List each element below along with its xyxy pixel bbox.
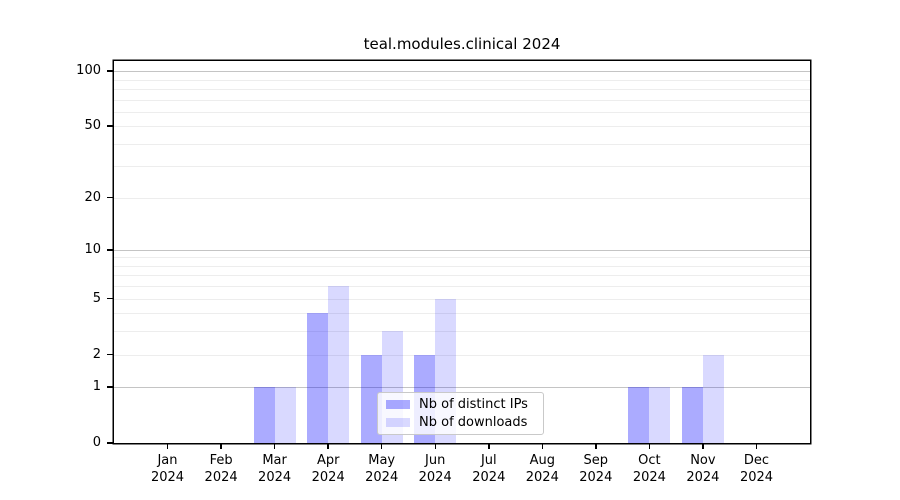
bar-nb-of-distinct-ips — [307, 313, 329, 443]
x-axis-tick — [755, 444, 758, 449]
gridline-minor — [114, 166, 810, 168]
gridline-minor — [114, 298, 810, 300]
gridline-minor — [114, 99, 810, 101]
y-axis-tick — [107, 249, 114, 251]
gridline-minor — [114, 354, 810, 356]
bar-nb-of-distinct-ips — [253, 387, 275, 443]
bar-nb-of-downloads — [649, 387, 671, 443]
y-axis-tick-label: 1 — [92, 379, 101, 395]
x-axis-tick-label: Jan 2024 — [150, 453, 185, 485]
x-axis-tick — [327, 444, 329, 449]
gridline-minor — [114, 331, 810, 333]
legend-item-downloads: Nb of downloads — [386, 415, 535, 430]
gridline-minor — [114, 197, 810, 199]
gridline-major — [114, 387, 810, 389]
x-axis-tick-label: Jul 2024 — [472, 453, 506, 485]
gridline-minor — [114, 286, 810, 288]
x-axis-tick — [595, 444, 597, 449]
legend-swatch-downloads — [386, 418, 410, 427]
gridline-minor — [114, 257, 810, 259]
y-axis-tick-label: 2 — [92, 346, 101, 362]
x-axis-tick-label: Feb 2024 — [204, 453, 238, 485]
legend-item-distinct-ips: Nb of distinct IPs — [386, 397, 535, 412]
gridline-major — [114, 71, 810, 73]
y-axis-tick-label: 10 — [84, 241, 101, 257]
y-axis-tick-label: 50 — [84, 118, 101, 134]
y-axis-tick — [107, 125, 114, 127]
y-axis-tick — [107, 297, 114, 300]
x-axis-tick-label: May 2024 — [365, 453, 399, 485]
plot-area: Nb of distinct IPs Nb of downloads 100 50… — [76, 61, 810, 485]
x-axis-tick — [434, 444, 436, 449]
y-axis-tick-label: 5 — [92, 290, 101, 306]
x-axis-tick — [220, 444, 222, 449]
gridline-minor — [114, 111, 810, 113]
legend-label-distinct-ips: Nb of distinct IPs — [419, 397, 528, 412]
x-axis-tick — [273, 444, 276, 449]
gridline-major — [114, 249, 810, 251]
x-axis-tick-label: Sep 2024 — [579, 453, 613, 485]
x-axis-tick-label: Apr 2024 — [311, 453, 345, 485]
bar-nb-of-downloads — [274, 387, 296, 443]
x-axis-tick — [166, 444, 169, 449]
y-axis-tick-label: 100 — [76, 63, 101, 79]
gridline-minor — [114, 143, 810, 145]
x-axis-tick — [541, 444, 544, 449]
y-axis-tick-label: 20 — [84, 189, 101, 205]
x-axis-tick-label: Oct 2024 — [632, 453, 666, 485]
legend-swatch-distinct-ips — [386, 400, 410, 409]
gridline-minor — [114, 265, 810, 267]
x-axis-tick — [380, 444, 383, 449]
gridline-minor — [114, 313, 810, 315]
chart-title: teal.modules.clinical 2024 — [363, 35, 561, 53]
y-axis-tick — [107, 386, 114, 388]
legend: Nb of distinct IPs Nb of downloads — [377, 392, 544, 435]
x-axis-tick-label: Dec 2024 — [739, 453, 774, 485]
x-axis-tick-label: Aug 2024 — [525, 453, 559, 485]
bar-nb-of-distinct-ips — [628, 387, 650, 443]
gridline-minor — [114, 79, 810, 81]
x-axis-tick — [488, 444, 490, 449]
y-axis-tick — [107, 70, 114, 72]
gridline-minor — [114, 275, 810, 277]
bar-nb-of-distinct-ips — [681, 387, 703, 443]
bar-nb-of-distinct-ips — [360, 354, 382, 443]
y-axis-tick-label: 0 — [92, 435, 101, 450]
x-axis-tick-label: Nov 2024 — [686, 453, 720, 485]
x-axis-tick-label: Jun 2024 — [418, 453, 452, 485]
x-axis-tick-label: Mar 2024 — [258, 453, 292, 485]
x-axis-tick — [702, 444, 704, 449]
y-axis-tick — [107, 442, 114, 444]
x-axis-tick — [648, 444, 651, 449]
legend-label-downloads: Nb of downloads — [419, 415, 528, 430]
bar-nb-of-downloads — [328, 286, 350, 443]
y-axis-tick — [107, 196, 114, 199]
gridline-minor — [114, 126, 810, 128]
y-axis-tick — [107, 353, 114, 356]
bar-nb-of-downloads — [702, 354, 724, 443]
gridline-minor — [114, 88, 810, 90]
